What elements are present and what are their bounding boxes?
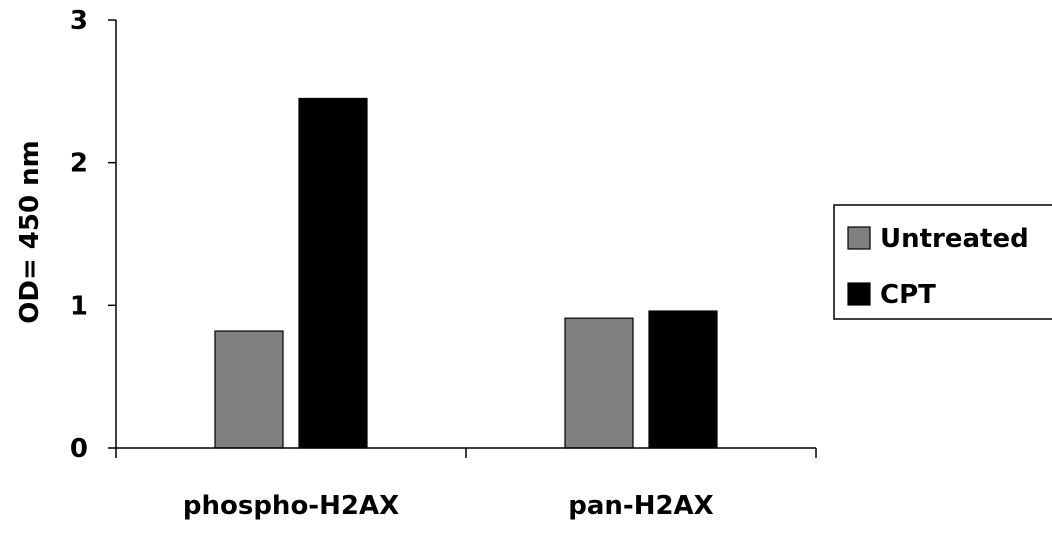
bars	[214, 97, 718, 449]
bar-untreated-1	[564, 317, 634, 449]
legend-label: CPT	[880, 280, 936, 310]
legend-swatch	[847, 226, 871, 250]
y-tick-label: 0	[70, 434, 88, 464]
bar-untreated-0	[214, 330, 284, 449]
x-category-label: phospho-H2AX	[183, 491, 399, 521]
x-axis: phospho-H2AX pan-H2AX	[115, 447, 817, 521]
legend: Untreated CPT	[833, 204, 1052, 320]
x-category-label: pan-H2AX	[568, 491, 713, 521]
y-tick-label: 3	[70, 6, 88, 36]
y-tick-label: 2	[70, 149, 88, 179]
y-axis: 0 1 2 3	[70, 6, 117, 464]
bar-cpt-1	[648, 310, 718, 449]
legend-label: Untreated	[880, 224, 1029, 254]
y-tick-label: 1	[70, 291, 88, 321]
bar-cpt-0	[298, 97, 368, 449]
y-axis-title: OD= 450 nm	[15, 140, 45, 323]
legend-swatch	[847, 282, 871, 306]
